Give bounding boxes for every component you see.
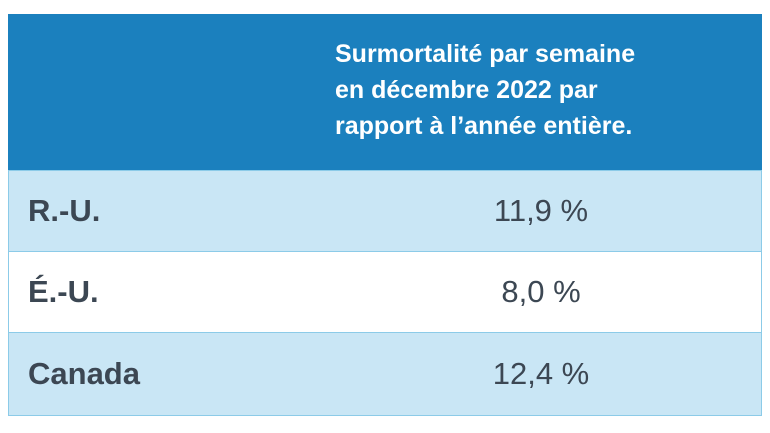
table-row: Canada 12,4 % — [8, 332, 762, 416]
row-label: É.-U. — [28, 274, 99, 309]
header-text: en décembre 2022 par — [335, 76, 598, 104]
table-header: Surmortalité par semaine en décembre 202… — [8, 14, 762, 170]
row-value: 11,9 % — [493, 193, 589, 228]
header-text: rapport à l’année entière. — [335, 112, 633, 140]
row-value: 12,4 % — [492, 356, 590, 391]
header-text: Surmortalité par semaine — [335, 40, 636, 68]
row-value: 8,0 % — [501, 274, 581, 309]
row-label: R.-U. — [28, 193, 101, 228]
row-label: Canada — [28, 356, 140, 391]
table-row: R.-U. 11,9 % — [8, 170, 762, 252]
table: Surmortalité par semaine en décembre 202… — [8, 14, 762, 416]
table-row: É.-U. 8,0 % — [8, 251, 762, 333]
